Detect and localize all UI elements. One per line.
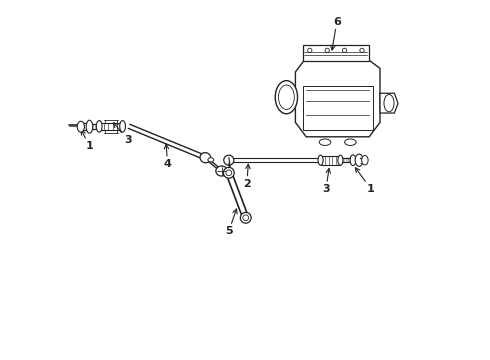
Polygon shape bbox=[295, 58, 380, 137]
Ellipse shape bbox=[355, 154, 363, 166]
Ellipse shape bbox=[208, 158, 214, 162]
Ellipse shape bbox=[240, 212, 251, 223]
Text: 3: 3 bbox=[114, 123, 132, 145]
Ellipse shape bbox=[384, 94, 394, 112]
Bar bbox=[303, 86, 373, 130]
Ellipse shape bbox=[318, 155, 323, 165]
Ellipse shape bbox=[224, 155, 234, 165]
Ellipse shape bbox=[308, 48, 312, 53]
Ellipse shape bbox=[200, 153, 211, 163]
Ellipse shape bbox=[344, 139, 356, 145]
Ellipse shape bbox=[77, 121, 84, 132]
Ellipse shape bbox=[216, 166, 227, 176]
Ellipse shape bbox=[97, 121, 102, 132]
Ellipse shape bbox=[278, 85, 294, 109]
Ellipse shape bbox=[362, 156, 368, 165]
Polygon shape bbox=[380, 93, 398, 113]
Ellipse shape bbox=[86, 120, 93, 133]
Text: 1: 1 bbox=[81, 130, 94, 151]
Text: 6: 6 bbox=[331, 17, 341, 50]
Polygon shape bbox=[320, 156, 341, 165]
Text: 2: 2 bbox=[243, 164, 251, 189]
Ellipse shape bbox=[343, 48, 347, 53]
Ellipse shape bbox=[325, 48, 329, 53]
Ellipse shape bbox=[319, 139, 331, 145]
Text: 5: 5 bbox=[225, 209, 237, 236]
Polygon shape bbox=[303, 45, 369, 61]
Text: 3: 3 bbox=[322, 168, 331, 194]
Ellipse shape bbox=[223, 167, 234, 178]
Ellipse shape bbox=[120, 121, 125, 132]
Text: 4: 4 bbox=[164, 144, 171, 169]
Polygon shape bbox=[99, 123, 122, 130]
Ellipse shape bbox=[243, 215, 248, 221]
Ellipse shape bbox=[350, 155, 356, 166]
Ellipse shape bbox=[275, 81, 297, 114]
Ellipse shape bbox=[338, 155, 343, 165]
Ellipse shape bbox=[226, 170, 232, 176]
Text: 1: 1 bbox=[355, 168, 375, 194]
Ellipse shape bbox=[360, 48, 364, 53]
